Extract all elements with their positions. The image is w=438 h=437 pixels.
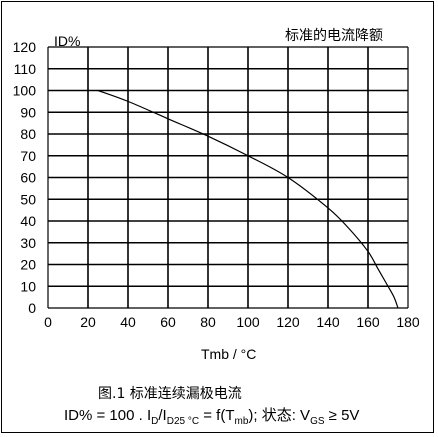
x-tick-label: 160 [356,314,380,330]
figure-formula: ID% = 100 . ID/ID25 °C = f(Tmb); 状态: VGS… [64,404,359,427]
formula-part: ); 状态: V [248,407,311,424]
x-tick-label: 80 [200,314,216,330]
y-tick-label: 80 [20,126,36,142]
x-tick-label: 120 [276,314,300,330]
y-tick-label: 90 [20,104,36,120]
y-tick-label: 10 [20,278,36,294]
derating-chart: 0 20 40 60 80 100 120 140 160 180 0 10 20 30 40 50 60 70 8… [13,28,420,362]
y-tick-label: 110 [14,61,37,77]
x-tick-label: 40 [120,314,136,330]
y-tick-label: 70 [20,148,36,164]
formula-part: ≥ 5V [324,407,360,424]
y-tick-label: 100 [13,83,37,99]
figure-frame: 0 20 40 60 80 100 120 140 160 180 0 10 20 30 40 50 60 70 8… [1,1,434,433]
grid-lines [47,46,409,309]
tick-labels: 0 20 40 60 80 100 120 140 160 180 0 10 20 30 40 50 60 70 8… [13,39,420,330]
y-tick-label: 20 [20,257,36,273]
formula-sub: D25 °C [166,416,200,427]
x-tick-label: 60 [160,314,176,330]
formula-part: ID% = 100 . I [64,407,152,424]
x-axis-label: Tmb / °C [201,346,256,362]
chart-title: 标准的电流降额 [285,28,383,44]
formula-sub: mb [234,416,249,427]
x-tick-label: 100 [236,314,260,330]
y-tick-label: 0 [28,300,36,316]
derating-curve [97,89,399,309]
x-tick-label: 0 [44,314,52,330]
y-tick-label: 120 [13,39,37,55]
x-tick-label: 140 [316,314,340,330]
formula-sub: D [151,416,159,427]
formula-part: = f(T [199,407,235,424]
formula-part: /I [158,407,167,424]
x-tick-label: 20 [80,314,96,330]
y-tick-label: 50 [20,191,36,207]
y-tick-label: 30 [20,235,36,251]
y-tick-label: 60 [20,170,36,186]
y-axis-label: ID% [54,33,80,49]
x-tick-label: 180 [396,314,420,330]
formula-sub: GS [310,416,325,427]
y-tick-label: 40 [20,213,36,229]
figure-caption: 图.1 标准连续漏极电流 [98,386,242,402]
